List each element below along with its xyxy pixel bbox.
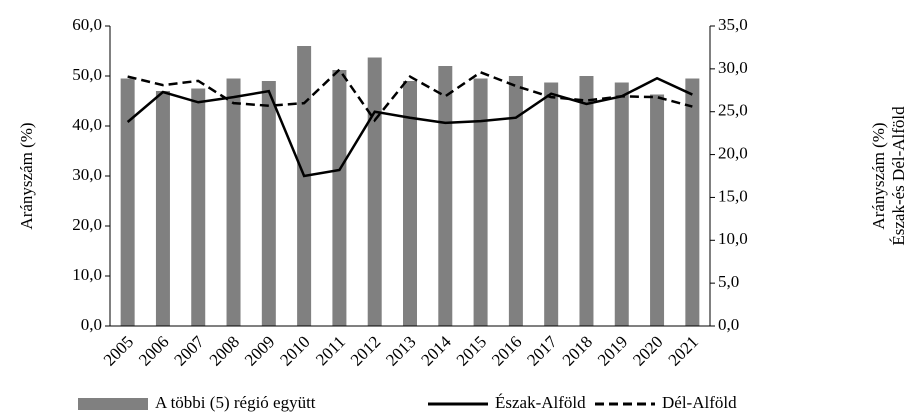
x-tick-label: 2017 (523, 332, 561, 370)
y-axis-label: Arányszám (%) (17, 122, 36, 229)
y2-tick-label: 30,0 (718, 58, 748, 77)
legend-label: Dél-Alföld (662, 393, 737, 412)
bar (403, 81, 417, 326)
x-tick-label: 2016 (488, 332, 525, 369)
bar (685, 78, 700, 326)
x-tick-label: 2020 (629, 332, 666, 369)
x-tick-label: 2021 (664, 332, 701, 369)
line (127, 67, 693, 123)
bar (473, 78, 488, 326)
bar (332, 70, 347, 326)
bar (508, 76, 523, 326)
y2-tick-label: 15,0 (718, 186, 748, 205)
bar (226, 78, 241, 326)
bar (544, 82, 559, 326)
legend-label: A többi (5) régió együtt (155, 393, 316, 412)
y2-tick-label: 35,0 (718, 15, 748, 34)
legend-swatch (78, 398, 148, 410)
y2-tick-label: 25,0 (718, 101, 748, 120)
y-tick-label: 50,0 (72, 65, 102, 84)
bar (261, 81, 276, 326)
y-tick-label: 20,0 (72, 215, 102, 234)
y2-axis-label: Arányszám (%) (869, 122, 888, 229)
bar (367, 57, 382, 326)
y2-tick-label: 10,0 (718, 229, 748, 248)
x-tick-label: 2013 (382, 332, 419, 369)
y-tick-label: 0,0 (81, 315, 102, 334)
x-tick-label: 2012 (347, 332, 384, 369)
bar (155, 91, 170, 326)
x-tick-label: 2008 (206, 332, 243, 369)
x-tick-label: 2006 (135, 332, 172, 369)
x-tick-label: 2014 (417, 332, 455, 370)
x-tick-label: 2015 (453, 332, 490, 369)
y-tick-label: 40,0 (72, 115, 102, 134)
line (126, 76, 693, 178)
y2-tick-label: 5,0 (718, 272, 739, 291)
bar (650, 94, 665, 326)
bar (297, 46, 312, 326)
y2-tick-label: 20,0 (718, 143, 748, 162)
x-tick-label: 2019 (594, 332, 631, 369)
x-tick-label: 2010 (276, 332, 313, 369)
y2-tick-label: 0,0 (718, 315, 739, 334)
bar (579, 76, 594, 326)
x-tick-label: 2007 (170, 332, 208, 370)
x-tick-label: 2005 (100, 332, 137, 369)
y2-axis-label: Észak-és Dél-Alföld (889, 106, 908, 246)
y-tick-label: 10,0 (72, 265, 102, 284)
bar (191, 88, 206, 326)
x-tick-label: 2011 (312, 332, 349, 369)
bar (614, 82, 629, 326)
bar (120, 78, 135, 326)
y-tick-label: 60,0 (72, 15, 102, 34)
legend-label: Észak-Alföld (495, 393, 586, 412)
x-tick-label: 2009 (241, 332, 278, 369)
bar (438, 66, 453, 326)
y-tick-label: 30,0 (72, 165, 102, 184)
x-tick-label: 2018 (559, 332, 596, 369)
